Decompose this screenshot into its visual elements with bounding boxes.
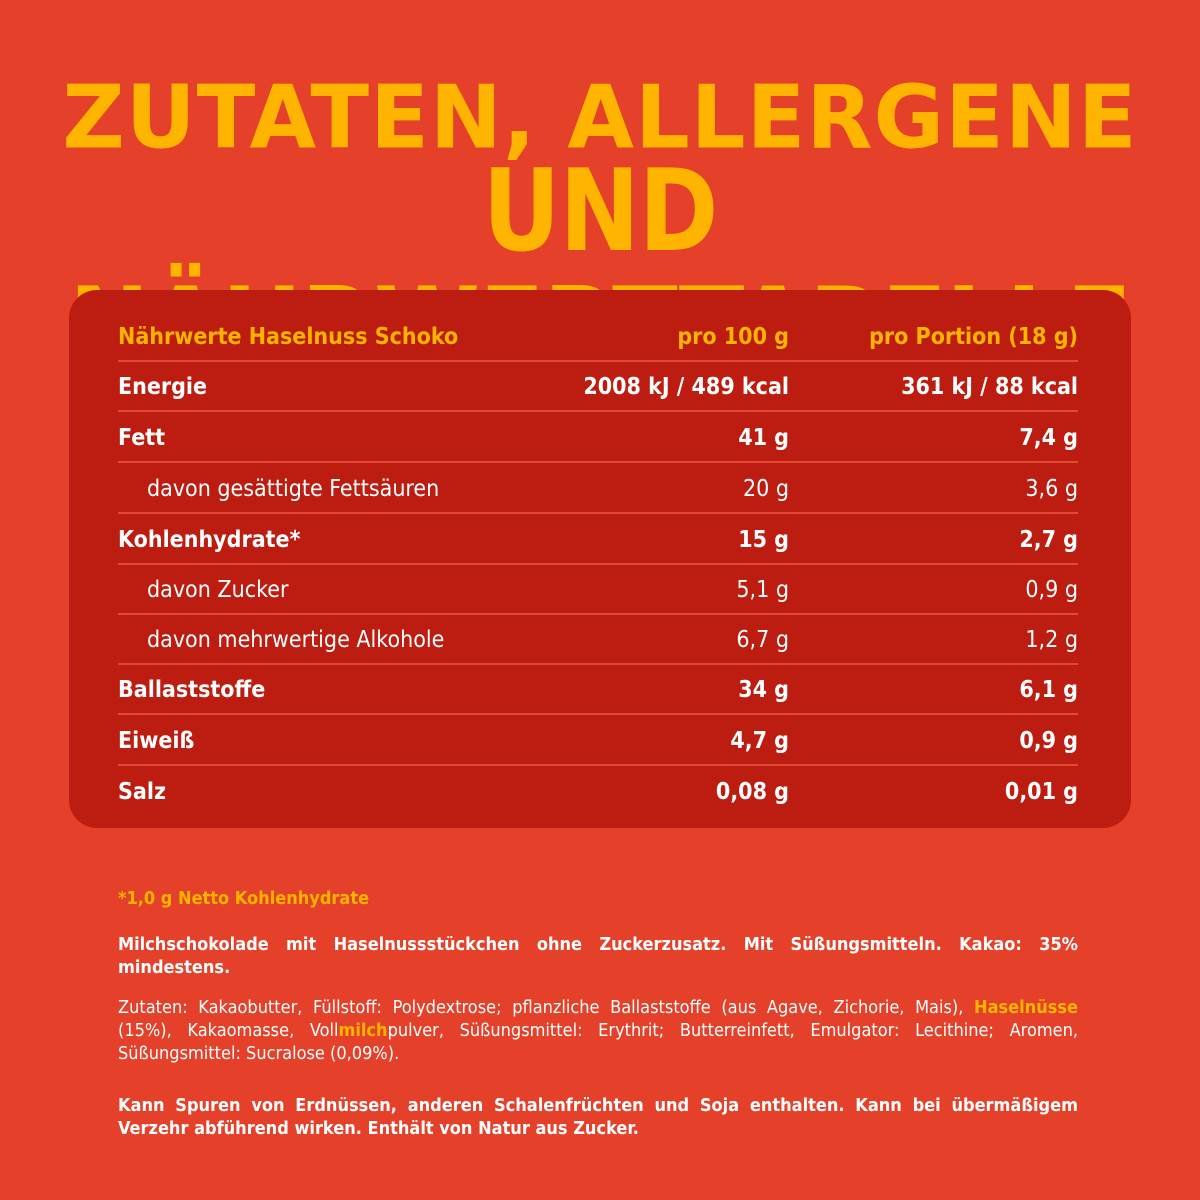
product-description: Milchschokolade mit Haselnussstückchen o… — [118, 934, 1078, 978]
table-row: Fett 41 g 7,4 g — [118, 413, 1078, 463]
row-value-per-100g: 15 g — [738, 527, 789, 553]
row-value-per-100g: 0,08 g — [715, 779, 789, 805]
row-label: Ballaststoffe — [118, 677, 266, 703]
allergen-highlight: milch — [338, 1020, 388, 1041]
row-value-per-100g: 20 g — [742, 476, 789, 502]
row-value-per-100g: 4,7 g — [730, 728, 789, 754]
table-row: davon gesättigte Fettsäuren 20 g 3,6 g — [118, 464, 1078, 514]
row-label: Salz — [118, 779, 166, 805]
header-col-per-100g: pro 100 g — [677, 324, 789, 350]
row-value-per-100g: 41 g — [738, 425, 789, 451]
table-header-row: Nährwerte Haselnuss Schoko pro 100 g pro… — [118, 312, 1078, 362]
title-line-1: ZUTATEN, ALLERGENE — [62, 67, 1138, 169]
row-label: Eiweiß — [118, 728, 195, 754]
table-row: davon mehrwertige Alkohole 6,7 g 1,2 g — [118, 615, 1078, 665]
table-row: Kohlenhydrate* 15 g 2,7 g — [118, 515, 1078, 565]
row-label: Energie — [118, 374, 208, 400]
table-row: Energie 2008 kJ / 489 kcal 361 kJ / 88 k… — [118, 362, 1078, 412]
allergy-warning: Kann Spuren von Erdnüssen, anderen Schal… — [118, 1095, 1078, 1139]
table-row: davon Zucker 5,1 g 0,9 g — [118, 565, 1078, 615]
ingredients-list: Zutaten: Kakaobutter, Füllstoff: Polydex… — [118, 996, 1078, 1065]
header-col-per-portion: pro Portion (18 g) — [869, 324, 1078, 350]
row-divider — [118, 613, 1078, 615]
table-row: Ballaststoffe 34 g 6,1 g — [118, 665, 1078, 715]
row-divider — [118, 512, 1078, 514]
row-value-per-portion: 3,6 g — [1025, 476, 1078, 502]
ingredients-text: pulver, Süßungsmittel: Erythrit; Butterr… — [118, 1020, 1078, 1064]
row-divider — [118, 764, 1078, 766]
row-label: davon Zucker — [147, 577, 289, 603]
row-value-per-portion: 0,9 g — [1025, 577, 1078, 603]
row-divider — [118, 360, 1078, 362]
row-divider — [118, 663, 1078, 665]
row-divider — [118, 713, 1078, 715]
row-value-per-portion: 361 kJ / 88 kcal — [901, 374, 1078, 400]
row-value-per-portion: 7,4 g — [1019, 425, 1078, 451]
row-value-per-100g: 5,1 g — [736, 577, 789, 603]
table-row: Salz 0,08 g 0,01 g — [118, 767, 1078, 817]
row-label: davon gesättigte Fettsäuren — [147, 476, 440, 502]
row-label: Kohlenhydrate* — [118, 527, 301, 553]
header-label: Nährwerte Haselnuss Schoko — [118, 324, 459, 350]
row-value-per-portion: 1,2 g — [1025, 627, 1078, 653]
ingredients-text: Zutaten: Kakaobutter, Füllstoff: Polydex… — [118, 997, 975, 1018]
row-value-per-portion: 0,9 g — [1019, 728, 1078, 754]
row-divider — [118, 563, 1078, 565]
carb-footnote: *1,0 g Netto Kohlenhydrate — [118, 888, 370, 909]
row-value-per-portion: 2,7 g — [1019, 527, 1078, 553]
row-value-per-portion: 6,1 g — [1019, 677, 1078, 703]
row-value-per-100g: 2008 kJ / 489 kcal — [583, 374, 789, 400]
row-value-per-100g: 6,7 g — [736, 627, 789, 653]
row-label: Fett — [118, 425, 166, 451]
row-value-per-100g: 34 g — [738, 677, 789, 703]
row-label: davon mehrwertige Alkohole — [147, 627, 445, 653]
allergen-highlight: Haselnüsse — [974, 997, 1078, 1018]
row-divider — [118, 461, 1078, 463]
row-divider — [118, 410, 1078, 412]
row-value-per-portion: 0,01 g — [1004, 779, 1078, 805]
nutrition-table: Nährwerte Haselnuss Schoko pro 100 g pro… — [69, 290, 1131, 828]
table-row: Eiweiß 4,7 g 0,9 g — [118, 716, 1078, 766]
ingredients-text: (15%), Kakaomasse, Voll — [118, 1020, 339, 1041]
